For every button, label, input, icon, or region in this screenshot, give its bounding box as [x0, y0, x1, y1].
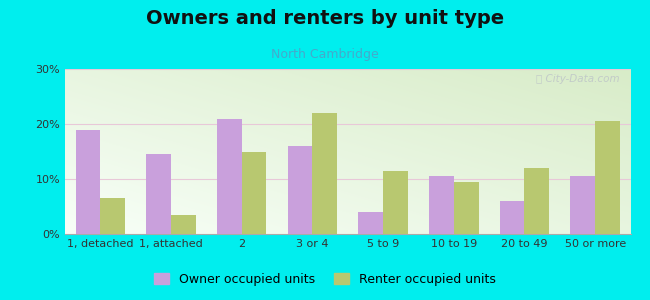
Bar — [500, 201, 525, 234]
Bar — [146, 154, 171, 234]
Text: Owners and renters by unit type: Owners and renters by unit type — [146, 9, 504, 28]
Bar — [242, 152, 266, 234]
Bar — [100, 198, 125, 234]
Text: ⓘ City-Data.com: ⓘ City-Data.com — [536, 74, 619, 84]
Bar — [454, 182, 478, 234]
Bar — [525, 168, 549, 234]
Bar — [595, 121, 620, 234]
Bar — [313, 113, 337, 234]
Bar — [75, 130, 100, 234]
Bar — [429, 176, 454, 234]
Bar — [171, 215, 196, 234]
Bar — [383, 171, 408, 234]
Text: North Cambridge: North Cambridge — [271, 48, 379, 61]
Bar — [571, 176, 595, 234]
Legend: Owner occupied units, Renter occupied units: Owner occupied units, Renter occupied un… — [149, 268, 501, 291]
Bar — [358, 212, 383, 234]
Bar — [288, 146, 313, 234]
Bar — [217, 118, 242, 234]
